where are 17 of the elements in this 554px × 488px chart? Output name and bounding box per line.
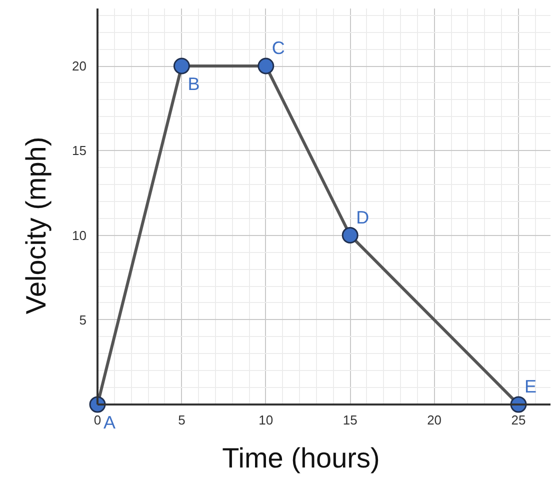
y-axis-title: Velocity (mph) [20, 136, 52, 314]
x-axis-title: Time (hours) [222, 442, 380, 474]
annotation: B [188, 74, 200, 94]
annotation: D [356, 207, 370, 228]
y-tick-label: 20 [72, 58, 87, 74]
annotation: A [104, 412, 116, 432]
x-tick-label: 5 [178, 412, 186, 428]
y-tick-label: 15 [72, 143, 87, 158]
annotation: C [272, 38, 285, 58]
y-tick-label: 5 [79, 312, 87, 328]
x-tick-label: 15 [342, 412, 358, 428]
x-tick-label: 25 [511, 412, 526, 428]
annotation: E [524, 376, 537, 396]
x-tick-label: 20 [427, 412, 442, 428]
x-tick-label: 0 [94, 412, 102, 428]
x-tick-label: 10 [258, 412, 274, 428]
y-tick-label: 10 [72, 228, 87, 243]
